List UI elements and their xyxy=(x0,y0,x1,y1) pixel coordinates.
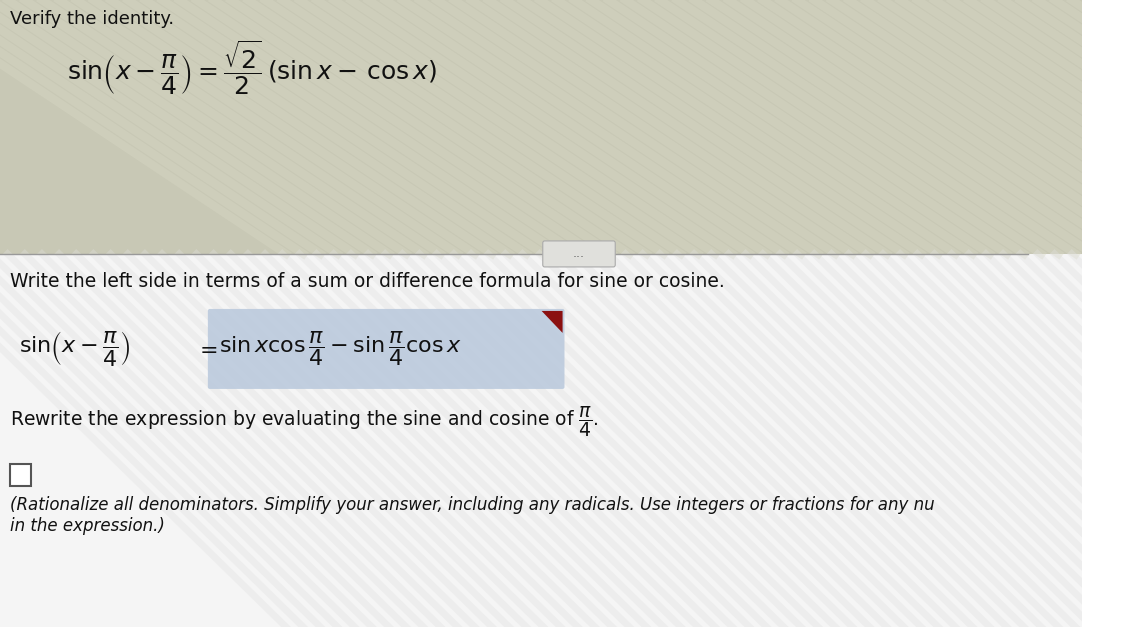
Text: Verify the identity.: Verify the identity. xyxy=(9,10,174,28)
FancyBboxPatch shape xyxy=(543,241,615,267)
Bar xyxy=(0,0,1083,254)
Text: $\sin\!\left(x-\dfrac{\pi}{4}\right)$: $\sin\!\left(x-\dfrac{\pi}{4}\right)$ xyxy=(19,329,131,369)
Text: $\sin x\cos\dfrac{\pi}{4}-\sin\dfrac{\pi}{4}\cos x$: $\sin x\cos\dfrac{\pi}{4}-\sin\dfrac{\pi… xyxy=(219,329,462,369)
Text: $=$: $=$ xyxy=(195,339,218,359)
Text: Write the left side in terms of a sum or difference formula for sine or cosine.: Write the left side in terms of a sum or… xyxy=(9,272,724,291)
Text: (Rationalize all denominators. Simplify your answer, including any radicals. Use: (Rationalize all denominators. Simplify … xyxy=(9,496,934,535)
FancyBboxPatch shape xyxy=(208,309,564,389)
Bar xyxy=(9,464,31,486)
Text: Rewrite the expression by evaluating the sine and cosine of $\dfrac{\pi}{4}$.: Rewrite the expression by evaluating the… xyxy=(9,404,598,439)
Polygon shape xyxy=(541,311,563,333)
Text: ...: ... xyxy=(573,248,585,260)
Bar xyxy=(0,254,1083,627)
Text: $\sin\!\left(x-\dfrac{\pi}{4}\right)=\dfrac{\sqrt{2}}{2}\,(\mathrm{sin}\,x-\,\ma: $\sin\!\left(x-\dfrac{\pi}{4}\right)=\df… xyxy=(67,39,437,97)
